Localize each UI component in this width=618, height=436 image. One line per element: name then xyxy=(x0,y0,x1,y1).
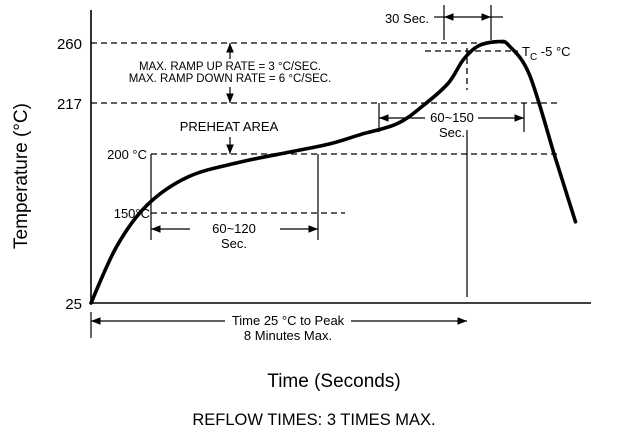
ramp-up-label: MAX. RAMP UP RATE = 3 °C/SEC. xyxy=(139,61,321,73)
preheat-time-label-2: Sec. xyxy=(221,236,247,251)
preheat-area-label: PREHEAT AREA xyxy=(180,119,279,134)
liquidus-time-label-2: Sec. xyxy=(439,125,465,140)
reflow-times-footer: REFLOW TIMES: 3 TIMES MAX. xyxy=(192,411,435,429)
y-axis-title: Temperature (°C) xyxy=(11,103,32,249)
tc-label: TC -5 °C xyxy=(522,44,571,63)
preheat-200-label: 200 °C xyxy=(107,147,147,162)
liquidus-time-label-1: 60~150 xyxy=(430,110,474,125)
preheat-time-label-1: 60~120 xyxy=(212,221,256,236)
y-tick-25: 25 xyxy=(65,296,82,313)
temperature-curve xyxy=(89,39,578,305)
ramp-down-label: MAX. RAMP DOWN RATE = 6 °C/SEC. xyxy=(129,73,332,85)
y-tick-260: 260 xyxy=(57,36,82,53)
y-tick-217: 217 xyxy=(57,96,82,113)
x-axis-title: Time (Seconds) xyxy=(267,371,400,392)
total-time-label-1: Time 25 °C to Peak xyxy=(232,313,345,328)
peak-time-label: 30 Sec. xyxy=(385,11,429,26)
total-time-label-2: 8 Minutes Max. xyxy=(244,328,332,343)
